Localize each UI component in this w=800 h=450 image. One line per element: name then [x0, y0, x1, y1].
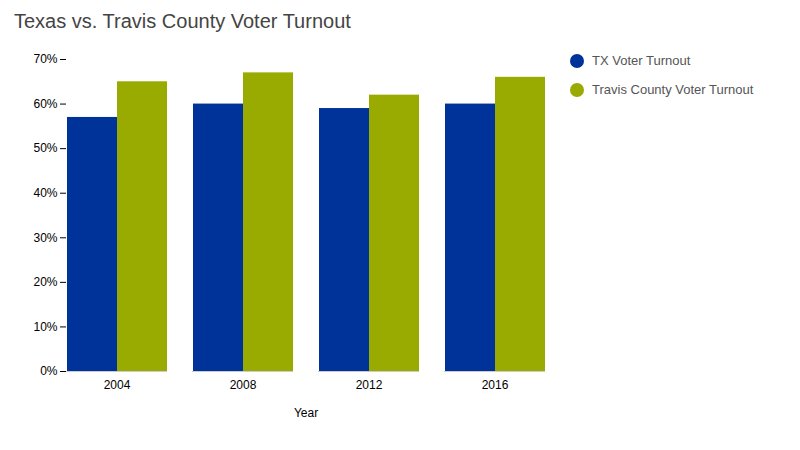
svg-text:Year: Year	[294, 406, 318, 420]
svg-text:2012: 2012	[356, 378, 383, 392]
html-text:TX Voter Turnout: TX Voter Turnout	[592, 53, 691, 68]
svg-text:60%: 60%	[33, 97, 57, 111]
svg-text:2004: 2004	[104, 378, 131, 392]
svg-text:20%: 20%	[33, 275, 57, 289]
svg-text:30%: 30%	[33, 231, 57, 245]
svg-text:50%: 50%	[33, 141, 57, 155]
svg-text:2008: 2008	[230, 378, 257, 392]
svg-text:10%: 10%	[33, 320, 57, 334]
html-text:Texas vs. Travis County Voter: Texas vs. Travis County Voter Turnout	[14, 10, 351, 32]
svg-text:70%: 70%	[33, 52, 57, 66]
svg-text:0%: 0%	[40, 364, 58, 378]
svg-text:2016: 2016	[482, 378, 509, 392]
svg-text:40%: 40%	[33, 186, 57, 200]
html-text:Travis County Voter Turnout: Travis County Voter Turnout	[592, 82, 754, 97]
